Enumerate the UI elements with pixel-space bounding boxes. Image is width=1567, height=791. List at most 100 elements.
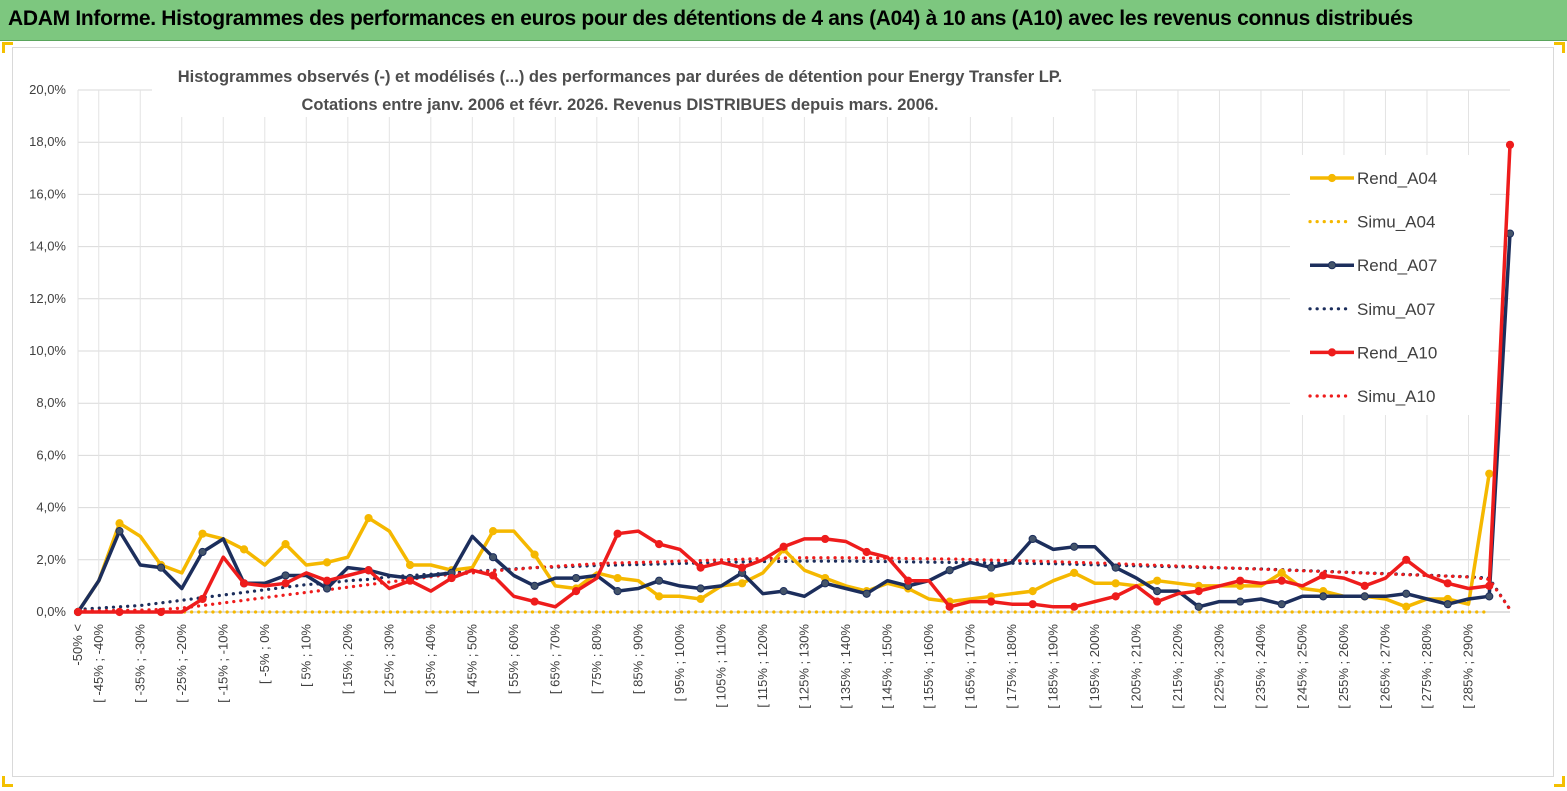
point-rend-a10	[904, 576, 913, 585]
point-rend-a04	[488, 526, 498, 536]
point-rend-a04	[696, 594, 705, 604]
point-rend-a07	[571, 573, 581, 583]
x-tick-label: [ -45% ; -40%	[91, 624, 106, 703]
x-tick-label: [ 75% ; 80%	[589, 624, 604, 695]
point-rend-a10	[488, 571, 498, 580]
point-rend-a07	[1319, 592, 1328, 601]
point-rend-a10	[613, 529, 622, 538]
x-tick-label: [ 125% ; 130%	[796, 624, 811, 709]
point-rend-a07	[987, 563, 996, 572]
point-rend-a10	[1070, 602, 1079, 611]
point-rend-a07	[1028, 534, 1037, 544]
point-rend-a10	[1111, 592, 1120, 601]
point-rend-a10	[322, 576, 332, 585]
point-rend-a10	[1485, 581, 1494, 591]
point-rend-a07	[156, 563, 166, 572]
point-rend-a07	[198, 547, 207, 557]
point-rend-a10	[1443, 579, 1452, 588]
series-rend-a07	[76, 233, 1512, 613]
x-tick-label: [ 65% ; 70%	[547, 624, 562, 695]
point-rend-a07	[1236, 597, 1245, 606]
report-banner: ADAM Informe. Histogrammes des performan…	[0, 0, 1567, 41]
point-rend-a04	[1070, 568, 1079, 577]
x-tick-label: [ 255% ; 260%	[1336, 624, 1351, 709]
x-tick-label: -50% <	[70, 624, 85, 666]
point-rend-a04	[405, 560, 415, 570]
point-rend-a10	[239, 579, 249, 588]
point-rend-a07	[1194, 602, 1203, 611]
y-tick-label: 10,0%	[29, 343, 66, 358]
point-rend-a07	[322, 584, 332, 593]
x-tick-label: [ 285% ; 290%	[1460, 624, 1475, 709]
point-rend-a10	[530, 597, 539, 606]
frame-corner-bottom-left	[2, 776, 13, 787]
legend-marker-rend-a07	[1327, 261, 1337, 270]
point-rend-a07	[530, 581, 539, 591]
y-tick-label: 2,0%	[36, 552, 66, 567]
frame-corner-top-left	[2, 42, 13, 53]
x-tick-label: [ 145% ; 150%	[879, 624, 894, 709]
y-tick-label: 18,0%	[29, 134, 66, 149]
point-rend-a10	[1360, 581, 1369, 591]
x-tick-label: [ 275% ; 280%	[1419, 624, 1434, 709]
point-rend-a10	[447, 573, 456, 583]
x-tick-label: [ 55% ; 60%	[506, 624, 521, 695]
point-rend-a10	[405, 576, 415, 585]
x-tick-label: [ 165% ; 170%	[962, 624, 977, 709]
legend-label-simu-a04: Simu_A04	[1357, 213, 1435, 232]
x-tick-label: [ -35% ; -30%	[132, 624, 147, 703]
point-rend-a10	[156, 607, 166, 617]
point-rend-a10	[1505, 140, 1515, 149]
point-rend-a07	[1402, 589, 1411, 598]
point-rend-a07	[1443, 600, 1452, 609]
report-title: ADAM Informe. Histogrammes des performan…	[8, 7, 1413, 30]
x-tick-label: [ 115% ; 120%	[755, 624, 770, 708]
x-tick-label: [ 205% ; 210%	[1128, 624, 1143, 709]
point-rend-a07	[821, 579, 830, 588]
title-background	[152, 55, 1092, 117]
point-rend-a10	[1319, 571, 1328, 580]
x-axis-ticks: -50% < [ -45% ; -40% [ -35% ; -30% [ -25% ;…	[70, 624, 1475, 709]
x-tick-label: [ 225% ; 230%	[1211, 624, 1226, 709]
x-tick-label: [ -5% ; 0%	[257, 624, 272, 684]
point-rend-a04	[364, 513, 373, 523]
x-tick-label: [ 85% ; 90%	[630, 624, 645, 695]
y-tick-label: 8,0%	[36, 395, 66, 410]
point-rend-a04	[115, 519, 124, 528]
point-rend-a07	[1485, 592, 1494, 601]
point-rend-a04	[1485, 469, 1494, 478]
point-rend-a10	[1236, 576, 1245, 585]
point-rend-a07	[1360, 592, 1369, 601]
y-tick-label: 6,0%	[36, 447, 66, 462]
point-rend-a10	[1153, 597, 1162, 606]
x-tick-label: [ 45% ; 50%	[464, 624, 479, 695]
point-rend-a07	[1277, 600, 1286, 609]
x-tick-label: [ 215% ; 220%	[1170, 624, 1185, 709]
x-tick-label: [ 15% ; 20%	[340, 624, 355, 695]
x-tick-label: [ 105% ; 110%	[713, 624, 728, 708]
legend-label-simu-a07: Simu_A07	[1357, 300, 1435, 319]
point-rend-a10	[364, 566, 373, 575]
point-rend-a10	[945, 602, 954, 611]
series-rend-a10	[78, 144, 1512, 614]
point-rend-a04	[530, 550, 539, 559]
point-rend-a10	[571, 587, 581, 596]
y-axis-ticks: 0,0% 2,0% 4,0% 6,0% 8,0% 10,0% 12,0% 14,0% 16,0%…	[29, 82, 66, 619]
x-tick-label: [ 155% ; 160%	[921, 624, 936, 709]
point-rend-a10	[281, 579, 290, 588]
point-rend-a10	[1402, 555, 1411, 564]
legend-label-rend-a10: Rend_A10	[1357, 343, 1437, 362]
point-rend-a07	[488, 553, 498, 562]
point-rend-a10	[1028, 600, 1037, 609]
x-tick-label: [ -25% ; -20%	[174, 624, 189, 703]
chart-title-line2: Cotations entre janv. 2006 et févr. 2026…	[301, 96, 938, 114]
point-rend-a07	[115, 526, 124, 536]
point-rend-a10	[696, 563, 705, 572]
x-tick-label: [ 135% ; 140%	[838, 624, 853, 709]
x-tick-label: [ -15% ; -10%	[215, 624, 230, 703]
point-rend-a10	[738, 563, 747, 572]
legend-label-simu-a10: Simu_A10	[1357, 387, 1435, 406]
point-rend-a04	[239, 545, 249, 554]
point-rend-a10	[987, 597, 996, 606]
